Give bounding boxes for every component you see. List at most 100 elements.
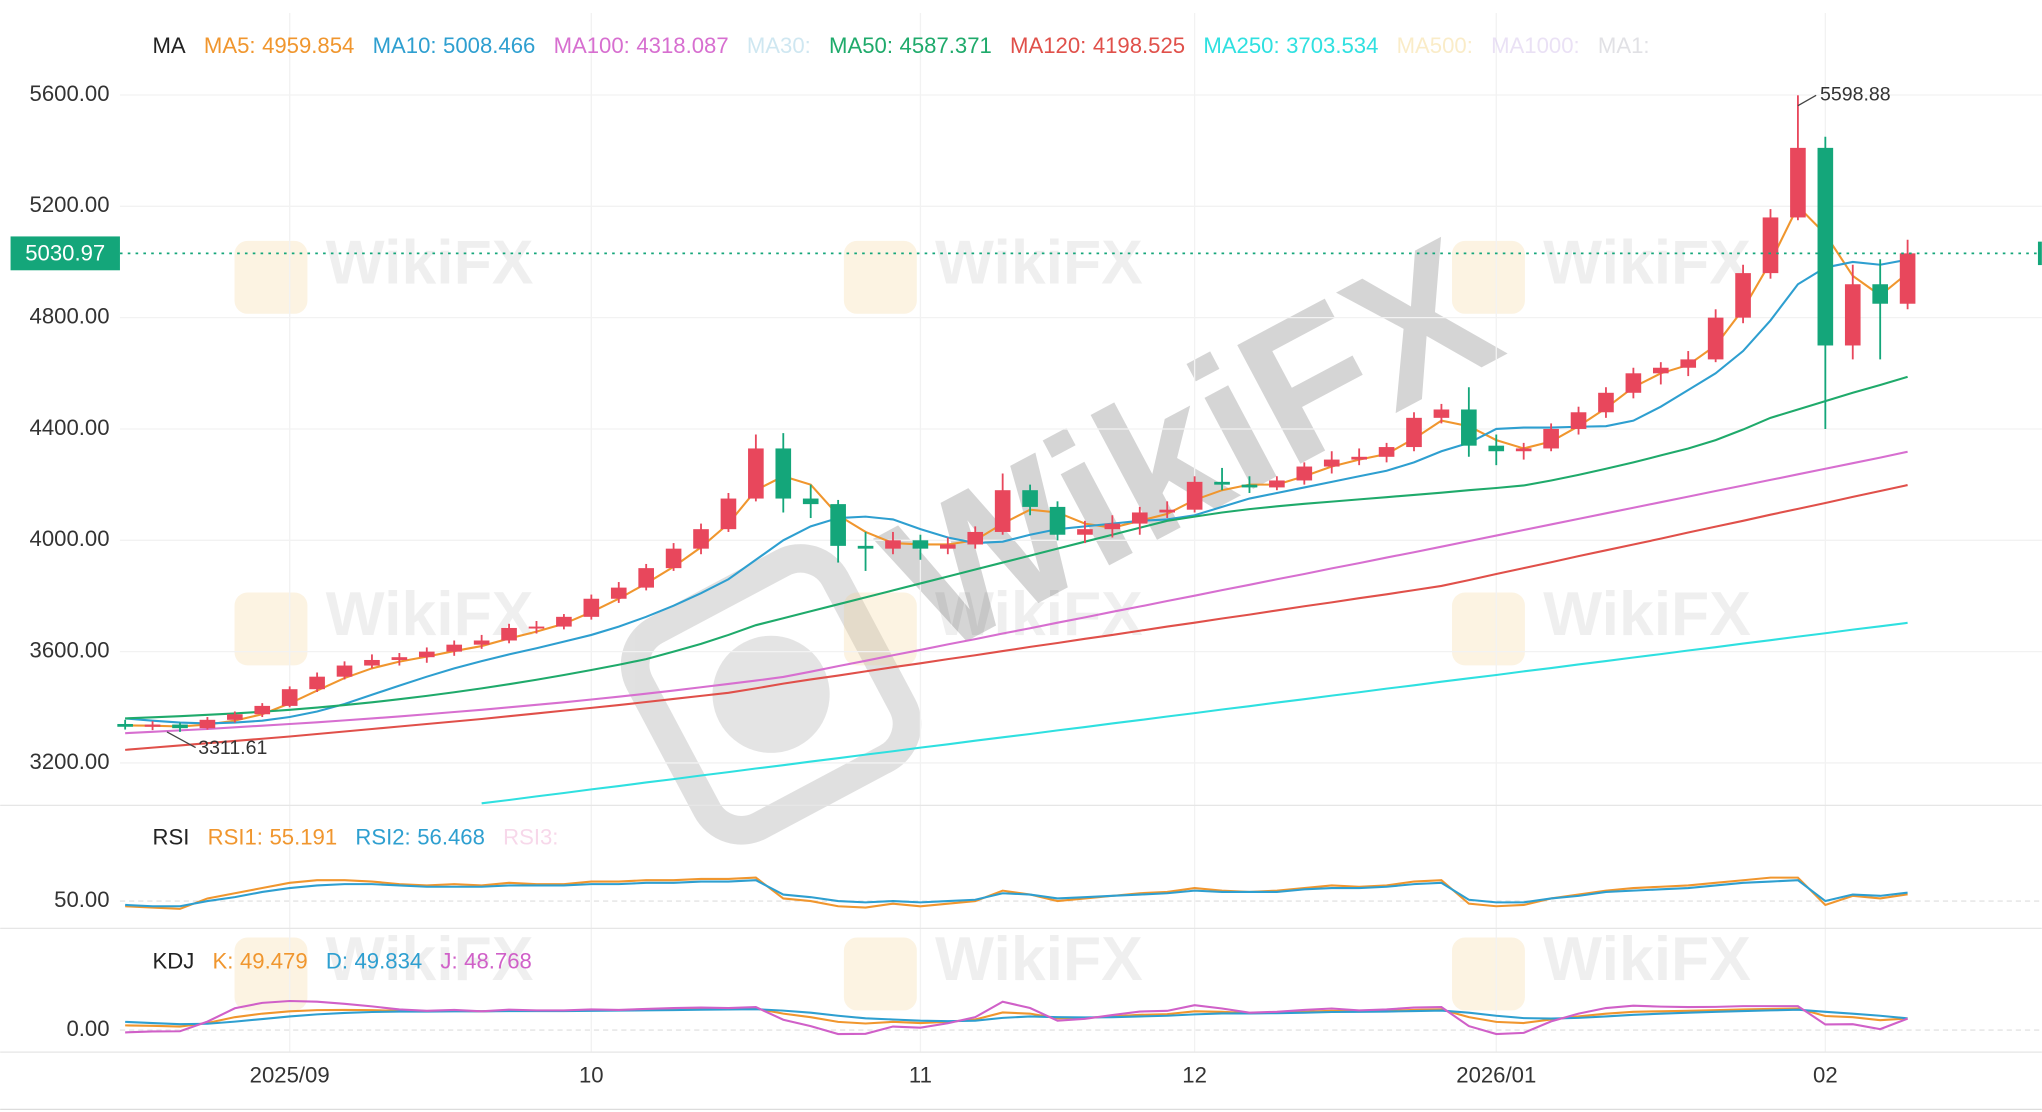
candle-body xyxy=(665,548,682,569)
candle-body xyxy=(1296,466,1313,481)
indicator-line xyxy=(125,375,1908,720)
candle-body xyxy=(720,498,737,530)
legend-name: RSI3 xyxy=(503,824,552,849)
legend-name: MA500 xyxy=(1397,33,1467,58)
candle-body xyxy=(693,529,709,549)
legend-value: 4318.087 xyxy=(636,33,728,58)
last-price-box xyxy=(10,236,120,271)
candle-body xyxy=(227,714,243,720)
candle-body xyxy=(1241,484,1258,488)
legend-name: MA50 xyxy=(829,33,887,58)
y-tick-label: 50.00 xyxy=(54,887,109,912)
candle-body xyxy=(418,651,435,658)
legend-name: MA10 xyxy=(373,33,431,58)
legend-title: RSI xyxy=(152,824,189,849)
legend-sep: : xyxy=(405,824,411,849)
legend-sep: : xyxy=(430,33,436,58)
candle-body xyxy=(473,640,490,645)
legend-value: 48.768 xyxy=(464,948,532,973)
x-tick-label: 12 xyxy=(1182,1063,1207,1088)
legend-name: K xyxy=(213,948,228,973)
x-tick-label: 11 xyxy=(909,1063,932,1088)
candle-body xyxy=(528,626,545,629)
legend: KDJ K: 49.479 D: 49.834 J: 48.768 xyxy=(152,948,531,973)
candle-body xyxy=(1159,509,1176,513)
legend-value: 3703.534 xyxy=(1286,33,1378,58)
last-price-label: 5030.97 xyxy=(25,241,105,266)
marks xyxy=(117,95,1916,1036)
candle-body xyxy=(775,448,792,499)
legend-sep: : xyxy=(1080,33,1086,58)
legend-name: MA5 xyxy=(204,33,250,58)
indicator-line xyxy=(125,484,1908,751)
legend-name: RSI2 xyxy=(355,824,404,849)
y-tick-label: 4000.00 xyxy=(30,526,110,551)
legend-name: MA30 xyxy=(747,33,805,58)
indicator-line xyxy=(125,258,1908,725)
watermark: WikiFX xyxy=(1543,227,1751,297)
legend-sep: : xyxy=(552,824,558,849)
indicator-line xyxy=(125,999,1908,1036)
candle-body xyxy=(1406,417,1422,448)
legend-name: MA1 xyxy=(1598,33,1644,58)
watermark: WikiFX xyxy=(326,227,534,297)
candle-body xyxy=(199,719,216,729)
legend-value: 4587.371 xyxy=(900,33,992,58)
watermark: WikiFX xyxy=(1543,924,1751,994)
indicator-line xyxy=(125,450,1908,735)
legend-value: 4198.525 xyxy=(1093,33,1185,58)
candle-body xyxy=(1378,447,1395,457)
labels: 2025/09 10 11 12 2026/01 02 3200.00 3600.00 4000… xyxy=(10,33,2042,1088)
watermark: WikiFX xyxy=(935,924,1143,994)
candle-body xyxy=(1049,506,1066,535)
candle-body xyxy=(610,587,627,599)
candle-body xyxy=(1680,359,1697,368)
legend-title: KDJ xyxy=(152,948,194,973)
candle-body xyxy=(336,665,353,677)
y-tick-label: 0.00 xyxy=(66,1016,109,1041)
candle-body xyxy=(857,545,874,549)
legend-name: MA120 xyxy=(1010,33,1080,58)
y-tick-label: 5200.00 xyxy=(30,192,110,217)
y-tick-label: 5600.00 xyxy=(30,81,110,106)
legend-name: MA100 xyxy=(554,33,624,58)
watermark: WikiFX xyxy=(935,227,1143,297)
candle-body xyxy=(1461,409,1477,446)
y-tick-label: 4400.00 xyxy=(30,415,110,440)
watermark: WikiFX xyxy=(935,579,1143,649)
legend-sep: : xyxy=(227,948,233,973)
candle-body xyxy=(1022,490,1038,507)
candle-body xyxy=(1488,445,1505,452)
legend-sep: : xyxy=(1574,33,1580,58)
legend-sep: : xyxy=(1467,33,1473,58)
candle-body xyxy=(1735,273,1751,318)
candle-body xyxy=(1652,367,1669,374)
candle-body xyxy=(1186,481,1203,510)
legend-sep: : xyxy=(342,948,348,973)
x-tick-label: 02 xyxy=(1813,1063,1838,1088)
candle-body xyxy=(1214,481,1230,485)
candle-body xyxy=(391,657,408,660)
candle-body xyxy=(638,568,654,588)
candle-body xyxy=(1625,373,1642,393)
candle-body xyxy=(1707,317,1724,360)
candle-body xyxy=(364,659,380,666)
candle-body xyxy=(748,448,764,499)
low-pointer xyxy=(166,731,196,749)
indicator-line xyxy=(481,621,1908,805)
candle-body xyxy=(1351,456,1367,460)
candle-body xyxy=(446,644,463,652)
legend-value: 4959.854 xyxy=(262,33,354,58)
candle-body xyxy=(1433,409,1450,418)
y-tick-label: 4800.00 xyxy=(30,303,110,328)
candle-body xyxy=(144,724,161,727)
candle-body xyxy=(940,544,956,549)
candle-body xyxy=(1323,459,1340,467)
candle-body xyxy=(309,676,325,690)
candle-body xyxy=(912,540,929,549)
indicator-line xyxy=(125,876,1908,910)
legend-name: RSI1 xyxy=(208,824,257,849)
watermark: WikiFX xyxy=(326,924,534,994)
